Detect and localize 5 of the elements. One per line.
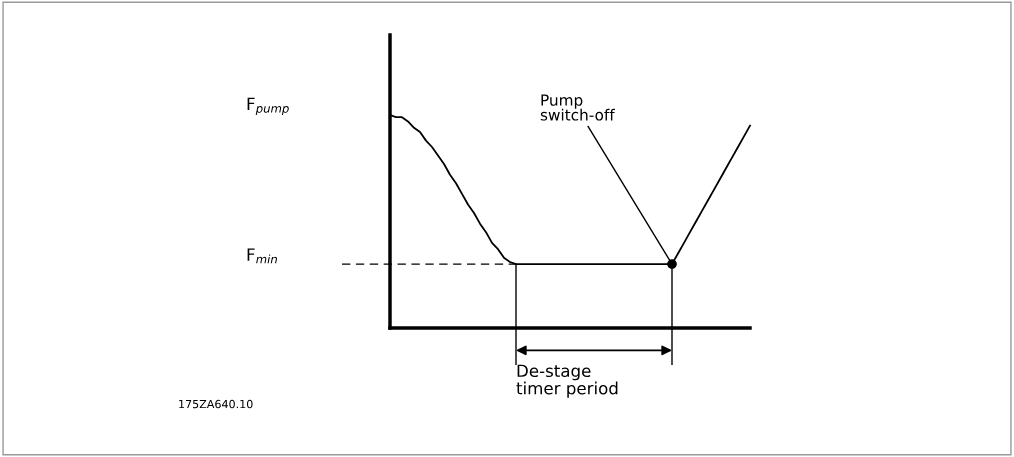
ref-line-label: F$_{min}$: [247, 248, 277, 264]
text: De-stage timer period: [516, 364, 618, 398]
text: F$_{pump}$: [247, 97, 289, 116]
annotation: Pump switch-off: [540, 94, 615, 121]
text: 175ZA640.10: [179, 399, 253, 409]
